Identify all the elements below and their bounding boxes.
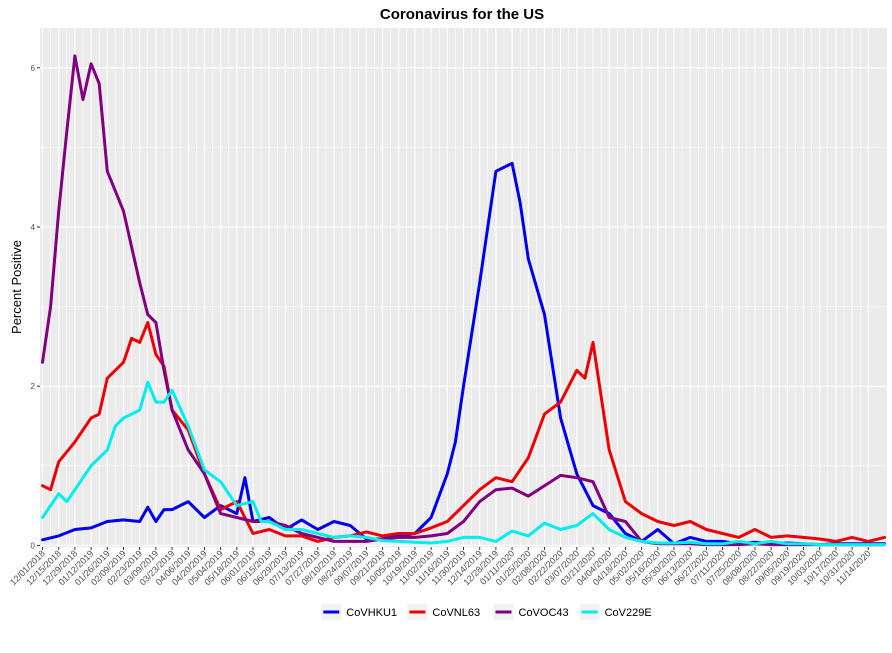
series-line-cov229e bbox=[41, 380, 886, 547]
chart-title: Coronavirus for the US bbox=[380, 6, 544, 23]
legend-label: CoV229E bbox=[605, 607, 652, 619]
legend-item-cov229e: CoV229E bbox=[579, 604, 652, 620]
y-tick-label: 0 bbox=[31, 541, 36, 550]
legend-label: CoVOC43 bbox=[519, 607, 569, 619]
legend-label: CoVNL63 bbox=[432, 607, 480, 619]
y-tick-label: 2 bbox=[31, 382, 36, 391]
grid-minor bbox=[40, 28, 887, 547]
y-axis: 0 2 4 6 bbox=[31, 64, 40, 550]
series-layer bbox=[41, 54, 886, 547]
series-line-covnl63 bbox=[41, 321, 886, 543]
grid-major bbox=[40, 28, 887, 547]
legend-item-covnl63: CoVNL63 bbox=[407, 604, 480, 620]
y-axis-label: Percent Positive bbox=[9, 240, 24, 334]
legend-label: CoVHKU1 bbox=[346, 607, 397, 619]
y-tick-label: 6 bbox=[31, 64, 36, 73]
y-tick-label: 4 bbox=[31, 223, 36, 232]
legend-item-covoc43: CoVOC43 bbox=[493, 604, 569, 620]
legend-item-covhku1: CoVHKU1 bbox=[321, 604, 397, 620]
series-line-covoc43 bbox=[41, 54, 886, 547]
legend: CoVHKU1 CoVNL63 CoVOC43 CoV229E bbox=[321, 604, 652, 620]
x-axis: 12/01/201812/15/201812/29/201801/12/2019… bbox=[8, 547, 873, 587]
